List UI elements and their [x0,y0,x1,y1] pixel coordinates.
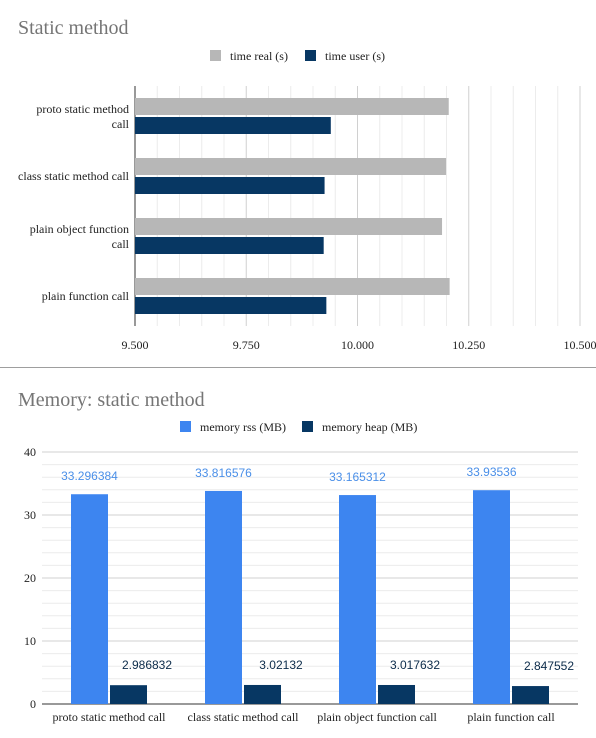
category-label-class-static-method-call: class static method call [188,710,300,724]
y-tick-label: 0 [30,697,36,711]
category-label-class-static-method-call: class static method call [18,169,130,183]
category-label-plain-function-call: plain function call [42,289,130,303]
data-label-memory-heap-mb-plain-function-call: 2.847552 [524,659,574,673]
legend-swatch-memory-heap [302,421,313,432]
category-label-line: proto static method [36,102,129,116]
category-label-proto-static-method-call: proto static method call [36,102,129,131]
category-label-line: plain object function [30,222,129,236]
x-tick-label: 9.750 [233,338,260,352]
legend-swatch-time-user [305,50,316,61]
category-label-proto-static-method-call: proto static method call [53,710,167,724]
chart1-bars [135,98,450,314]
bar-memory-rss-mb-class-static-method-call [205,490,242,704]
legend-label-memory-heap: memory heap (MB) [322,420,417,434]
category-label-plain-object-function-call: plain object function call [30,222,130,251]
x-tick-label: 10.000 [341,338,374,352]
category-label-plain-function-call: plain function call [467,710,555,724]
bar-time-user-s-plain-function-call [135,297,327,314]
chart-memory-static-method: Memory: static method memory rss (MB) me… [18,389,578,724]
bar-memory-rss-mb-proto-static-method-call [71,494,108,704]
bar-memory-rss-mb-plain-object-function-call [339,495,376,704]
chart2-data-labels: 33.296384 2.986832 33.816576 3.02132 33.1653… [61,465,574,673]
category-label-line: call [112,117,130,131]
chart2-category-labels: proto static method call class static met… [53,710,556,724]
bar-time-user-s-plain-object-function-call [135,237,324,254]
y-tick-label: 40 [24,445,36,459]
y-tick-label: 30 [24,508,36,522]
data-label-memory-rss-mb-class-static-method-call: 33.816576 [195,466,252,480]
data-label-memory-heap-mb-proto-static-method-call: 2.986832 [122,658,172,672]
category-label-plain-object-function-call: plain object function call [317,710,437,724]
bar-time-real-s-plain-function-call [135,278,450,295]
chart-static-method: Static method time real (s) time user (s… [18,17,596,352]
data-label-memory-heap-mb-class-static-method-call: 3.02132 [259,658,303,672]
category-label-line: class static method call [18,169,130,183]
bar-memory-heap-mb-plain-object-function-call [378,684,415,704]
chart2-tick-labels: 0 10 20 30 40 [24,445,36,711]
bar-time-real-s-proto-static-method-call [135,98,449,115]
category-label-line: call [112,237,130,251]
legend-label-time-user: time user (s) [325,49,385,63]
bar-memory-heap-mb-plain-function-call [512,686,549,704]
bar-time-real-s-plain-object-function-call [135,218,443,235]
legend-label-memory-rss: memory rss (MB) [200,420,286,434]
bar-time-real-s-class-static-method-call [135,158,447,175]
bar-time-user-s-proto-static-method-call [135,117,331,134]
data-label-memory-heap-mb-plain-object-function-call: 3.017632 [390,658,440,672]
chart1-title: Static method [18,17,129,39]
data-label-memory-rss-mb-plain-object-function-call: 33.165312 [329,470,386,484]
data-label-memory-rss-mb-proto-static-method-call: 33.296384 [61,469,118,483]
bar-time-user-s-class-static-method-call [135,177,325,194]
chart2-bars [71,490,549,704]
legend-swatch-time-real [210,50,221,61]
chart2-legend: memory rss (MB) memory heap (MB) [180,420,417,434]
data-label-memory-rss-mb-plain-function-call: 33.93536 [466,465,516,479]
x-tick-label: 10.500 [564,338,596,352]
bar-memory-heap-mb-proto-static-method-call [110,685,147,704]
legend-swatch-memory-rss [180,421,191,432]
chart1-tick-labels: 9.500 9.750 10.000 10.250 10.500 [122,338,596,352]
bar-memory-heap-mb-class-static-method-call [244,684,281,704]
y-tick-label: 10 [24,634,36,648]
bar-memory-rss-mb-plain-function-call [473,490,510,704]
chart1-legend: time real (s) time user (s) [210,49,385,63]
y-tick-label: 20 [24,571,36,585]
legend-label-time-real: time real (s) [230,49,288,63]
category-label-line: plain function call [42,289,130,303]
x-tick-label: 9.500 [122,338,149,352]
chart2-title: Memory: static method [18,389,205,411]
x-tick-label: 10.250 [452,338,485,352]
